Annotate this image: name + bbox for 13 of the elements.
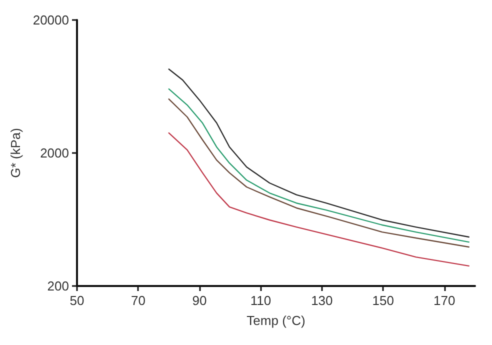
x-tick-label: 130 xyxy=(311,293,333,308)
x-tick-label: 50 xyxy=(70,293,84,308)
y-tick-label: 200 xyxy=(47,278,69,294)
x-tick-label: 70 xyxy=(130,293,146,308)
x-tick-label: 150 xyxy=(372,293,394,308)
x-tick-label: 110 xyxy=(250,293,272,308)
y-axis-title: G* (kPa) xyxy=(8,128,23,178)
x-axis-title: Temp (°C) xyxy=(246,313,306,328)
line-series xyxy=(168,132,470,267)
x-tick-label: 90 xyxy=(192,293,207,308)
y-tick-label: 2000 xyxy=(40,146,69,160)
y-tick-label: 20000 xyxy=(32,12,69,28)
x-tick-label: 170 xyxy=(434,293,456,308)
